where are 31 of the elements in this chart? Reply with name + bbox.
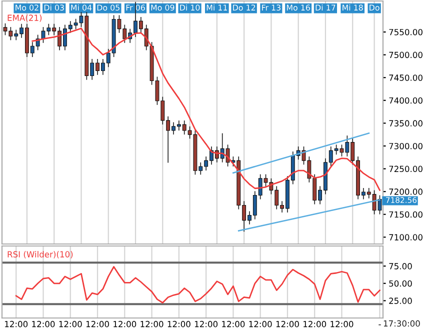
text: RSI (Wilder)(10) (8, 251, 73, 258)
x-tick-label: 12:00 (330, 320, 354, 328)
text: 17:30:00 (384, 320, 420, 327)
x-tick-label: 12:00 (5, 320, 28, 328)
y-tick-label: 7550.00 (389, 28, 422, 36)
text: EMA(21) (8, 14, 42, 22)
x-tick-label: 12:00 (59, 320, 82, 328)
x-tick-label: 12:00 (194, 320, 218, 328)
x-tick-label: 12:00 (32, 320, 55, 328)
y-tick-label: 25.00 (389, 298, 412, 304)
y-tick-label: 7150.00 (389, 211, 422, 218)
y-tick-label: 50.00 (389, 280, 412, 287)
y-tick-label: 7300.00 (389, 142, 422, 150)
x-tick-label: 12:00 (249, 320, 272, 328)
y-tick-label: 7400.00 (389, 97, 422, 104)
x-tick-label: 12:00 (140, 320, 164, 328)
x-tick-label: 12:00 (276, 320, 299, 328)
y-tick-label: 75.00 (389, 263, 412, 270)
x-tick-label: 12:00 (304, 320, 326, 328)
x-tick-label: 12:00 (168, 320, 190, 328)
x-tick-label: 12:00 (114, 320, 136, 328)
y-tick-label: 7200.00 (389, 188, 422, 195)
y-tick-label: 7100.00 (389, 234, 422, 240)
y-tick-label: 7450.00 (389, 74, 422, 81)
line-series (15, 266, 380, 304)
x-tick-label: 12:00 (222, 320, 245, 328)
x-tick-label: 12:00 (86, 320, 109, 328)
y-tick-label: 7250.00 (389, 166, 422, 172)
y-tick-label: 7500.00 (389, 52, 422, 58)
x-tick-label: - (378, 324, 381, 326)
y-tick-label: 7350.00 (389, 120, 422, 126)
